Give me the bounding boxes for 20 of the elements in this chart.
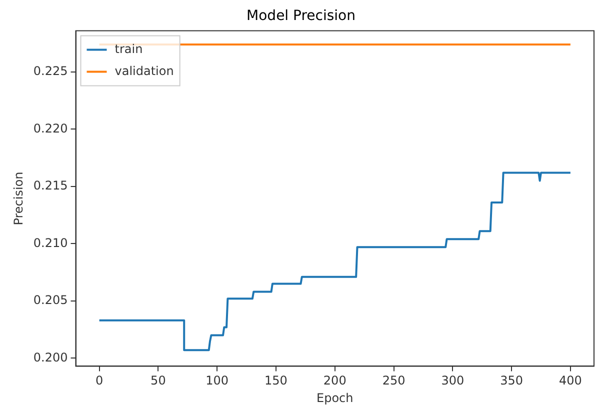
x-tick-label: 350 (500, 374, 524, 388)
y-axis-title: Precision (11, 172, 26, 226)
x-tick-label: 200 (323, 374, 346, 388)
legend-label: train (114, 42, 143, 56)
x-tick-label: 250 (382, 374, 406, 388)
y-tick-label: 0.220 (33, 121, 68, 136)
legend-label: validation (114, 64, 174, 78)
x-tick-label: 50 (150, 374, 166, 388)
chart-title: Model Precision (246, 8, 356, 24)
x-tick-label: 300 (441, 374, 464, 388)
x-tick-label: 100 (206, 374, 229, 388)
y-tick-label: 0.205 (33, 293, 68, 308)
y-tick-label: 0.225 (33, 64, 68, 78)
x-tick-label: 0 (95, 374, 104, 388)
x-tick-label: 150 (264, 374, 288, 388)
y-tick-label: 0.200 (33, 350, 68, 364)
x-axis-title: Epoch (316, 390, 354, 405)
y-tick-label: 0.210 (33, 236, 68, 250)
x-tick-label: 400 (558, 374, 582, 388)
y-tick-label: 0.215 (33, 178, 68, 193)
